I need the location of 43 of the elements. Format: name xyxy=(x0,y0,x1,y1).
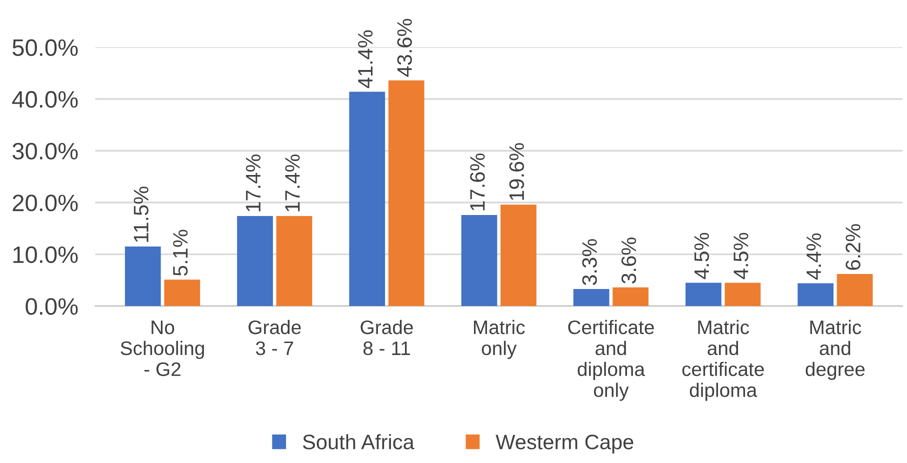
x-tick-label: Matric and degree xyxy=(806,320,865,380)
data-label: 5.1% xyxy=(173,230,188,276)
data-label: 17.4% xyxy=(285,154,300,212)
bar xyxy=(349,92,386,306)
y-tick-label: 20.0% xyxy=(12,194,78,212)
x-tick-label: No Schooling - G2 xyxy=(120,320,204,376)
y-tick-label: 50.0% xyxy=(12,39,78,56)
data-label: 3.3% xyxy=(582,239,597,286)
data-label: 3.6% xyxy=(621,238,636,284)
data-label: 17.4% xyxy=(246,154,261,212)
data-label: 41.4% xyxy=(358,30,373,88)
y-tick-label: 0.0% xyxy=(26,298,78,315)
x-tick-label: Certificate and diploma only xyxy=(568,320,654,401)
x-tick-label: Grade 3 - 7 xyxy=(248,320,301,356)
data-label: 11.5% xyxy=(134,186,148,242)
bar xyxy=(124,246,161,306)
data-label: 4.4% xyxy=(806,233,822,280)
bar xyxy=(612,287,649,306)
legend-label: South Africa xyxy=(302,434,414,450)
x-tick-label: Grade 8 - 11 xyxy=(360,320,413,356)
bar xyxy=(836,274,873,306)
bar xyxy=(276,216,312,306)
bar xyxy=(164,280,200,306)
bar xyxy=(500,204,536,306)
y-tick-label: 30.0% xyxy=(12,142,78,160)
x-tick-label: Matric only xyxy=(474,320,525,359)
bar xyxy=(686,282,722,306)
bar xyxy=(798,283,834,306)
legend-label: Westerm Cape xyxy=(496,434,634,454)
data-label: 6.2% xyxy=(846,224,860,270)
bar xyxy=(573,288,610,306)
data-label: 17.6% xyxy=(470,154,485,210)
bar xyxy=(461,214,498,306)
data-label: 4.5% xyxy=(734,232,748,280)
y-tick-label: 40.0% xyxy=(12,91,78,108)
bar xyxy=(724,282,761,306)
data-label: 19.6% xyxy=(509,143,524,200)
y-tick-label: 10.0% xyxy=(13,246,78,264)
data-label: 43.6% xyxy=(397,18,412,77)
bar xyxy=(237,216,273,306)
data-label: 4.5% xyxy=(694,232,710,280)
x-tick-label: Matric and certificate diploma xyxy=(682,320,764,401)
bar xyxy=(388,80,424,306)
